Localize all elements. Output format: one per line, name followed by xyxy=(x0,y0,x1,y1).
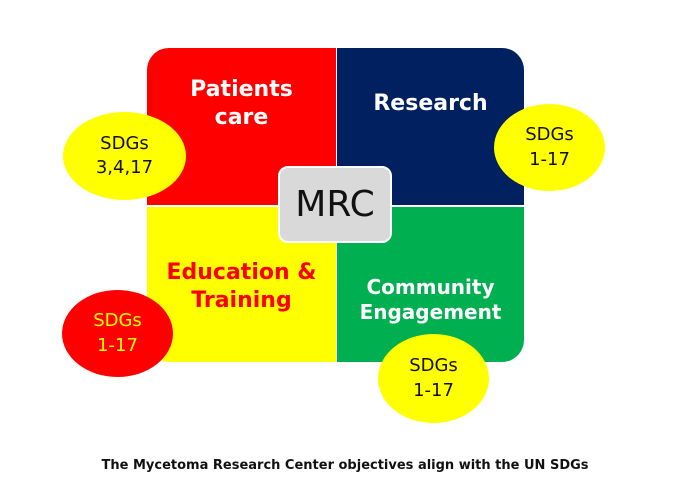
quadrant-research-label: Research xyxy=(373,90,487,118)
sdg-badge-community-engagement-line-2: 1-17 xyxy=(413,379,454,401)
diagram-caption: The Mycetoma Research Center objectives … xyxy=(101,458,589,473)
sdg-badge-research-line-2: 1-17 xyxy=(529,148,570,170)
center-mrc-label: MRC xyxy=(295,184,375,225)
sdg-badge-community-engagement-line-1: SDGs xyxy=(409,355,458,377)
quadrant-education-training-line-2: Training xyxy=(191,287,292,313)
sdg-badge-research-line-1: SDGs xyxy=(525,124,574,146)
sdg-badge-patients-care-line-1: SDGs xyxy=(100,132,149,154)
sdg-badge-research: SDGs 1-17 xyxy=(494,104,605,191)
sdg-badge-education-training-line-2: 1-17 xyxy=(97,334,138,356)
quadrant-education-training-line-1: Education & xyxy=(166,260,317,285)
quadrant-patients-care-line-2: care xyxy=(214,104,269,130)
quadrant-education-training-label: Education & Training xyxy=(166,259,316,314)
quadrant-research-line-1: Research xyxy=(373,91,488,116)
quadrant-community-engagement-line-1: Community xyxy=(366,275,495,299)
center-mrc-box: MRC xyxy=(278,166,392,243)
sdg-badge-community-engagement: SDGs 1-17 xyxy=(378,334,489,423)
quadrant-patients-care-line-1: Patients xyxy=(190,77,293,102)
quadrant-patients-care: Patients care xyxy=(147,48,336,205)
sdg-badge-education-training: SDGs 1-17 xyxy=(62,290,173,377)
quadrant-community-engagement-line-2: Engagement xyxy=(359,300,502,324)
sdg-badge-education-training-line-1: SDGs xyxy=(93,310,142,332)
quadrant-education-training: Education & Training xyxy=(147,207,336,362)
sdg-badge-patients-care: SDGs 3,4,17 xyxy=(63,112,186,200)
quadrant-community-engagement-label: Community Engagement xyxy=(360,275,502,325)
quadrant-patients-care-label: Patients care xyxy=(190,76,293,131)
sdg-badge-patients-care-line-2: 3,4,17 xyxy=(95,157,154,178)
